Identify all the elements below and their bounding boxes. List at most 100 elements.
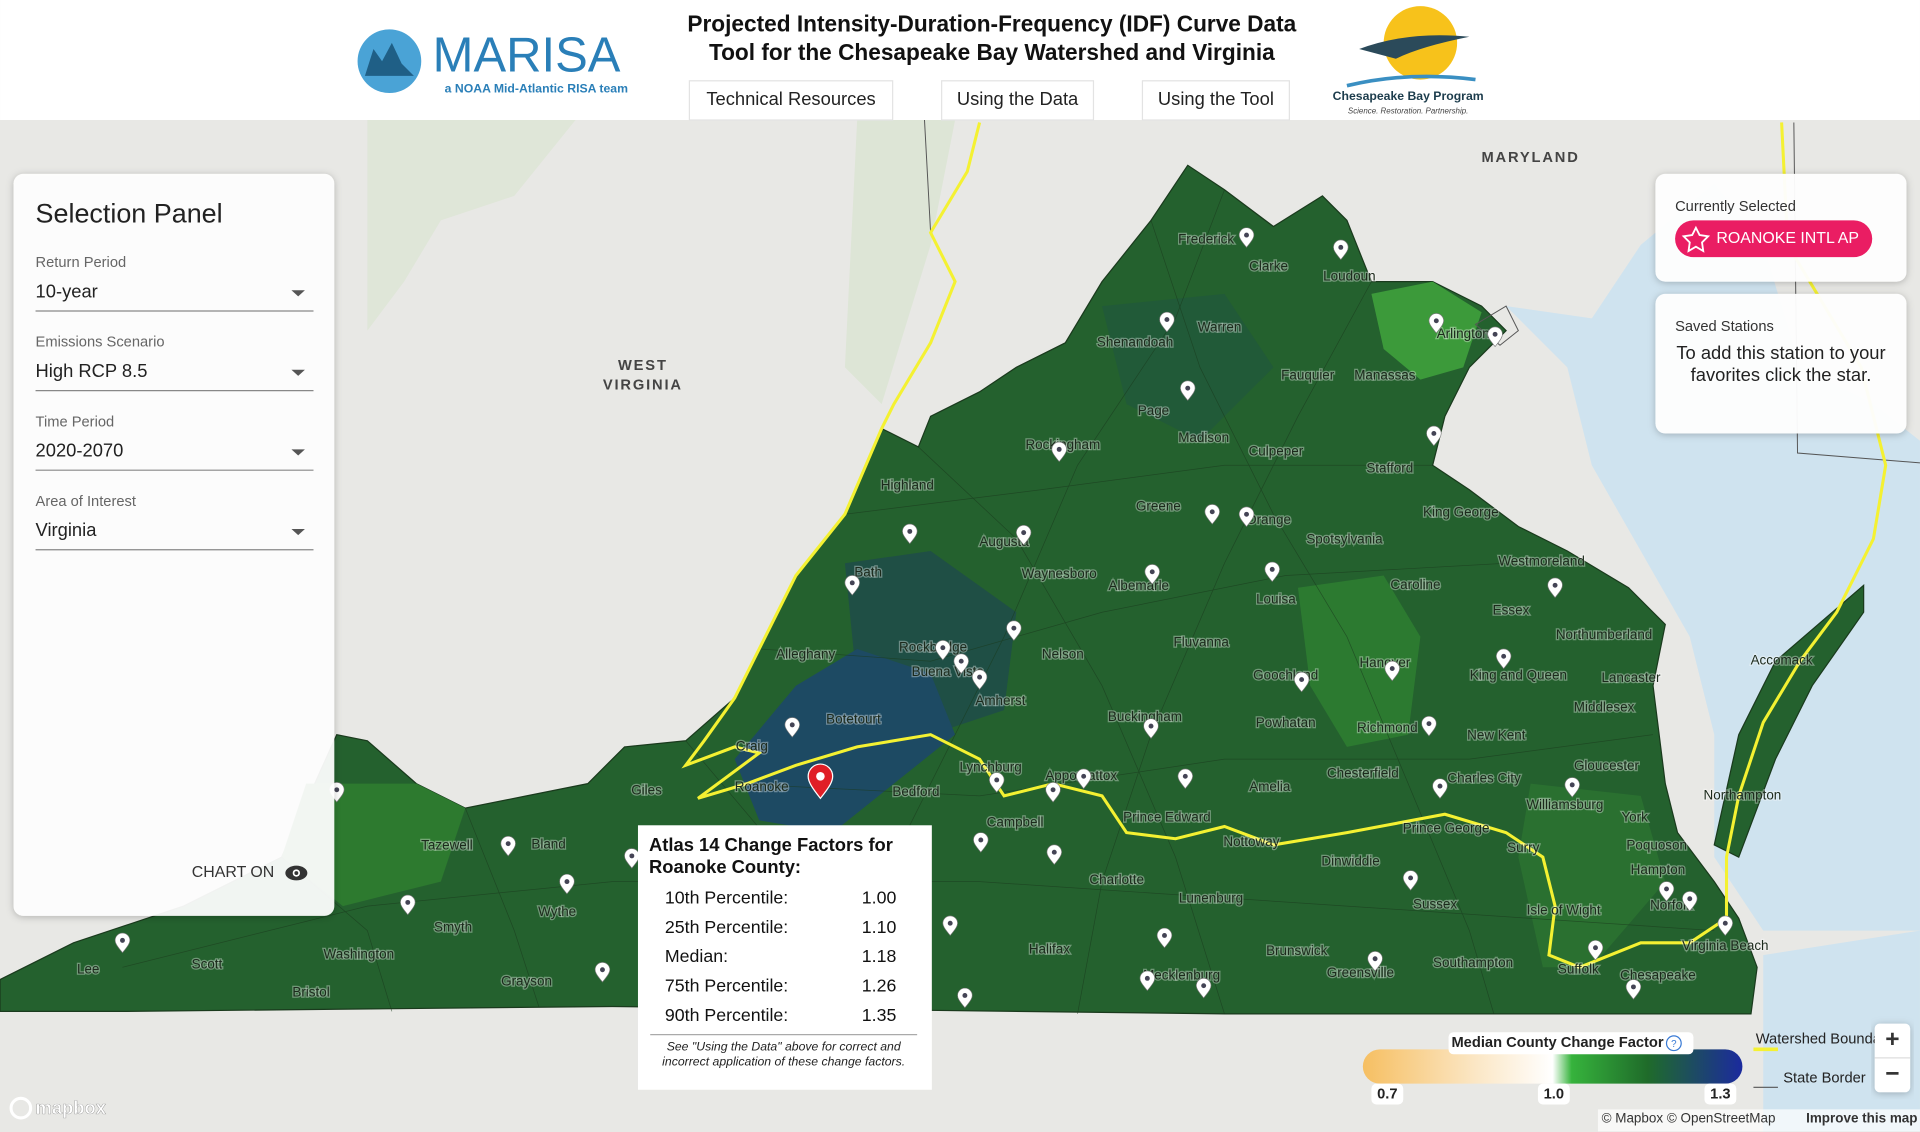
county-label: Madison bbox=[1178, 430, 1229, 445]
county-label: Loudoun bbox=[1323, 268, 1375, 283]
field-value[interactable]: Virginia bbox=[36, 519, 98, 540]
nav-link[interactable]: Using the Data bbox=[957, 88, 1079, 109]
station-pin[interactable] bbox=[1402, 870, 1419, 891]
zoom-out[interactable]: − bbox=[1885, 1061, 1899, 1088]
nav-link[interactable]: Technical Resources bbox=[706, 88, 875, 109]
station-pin[interactable] bbox=[1238, 506, 1255, 527]
nav-button[interactable] bbox=[688, 80, 894, 121]
panel-title: Selection Panel bbox=[36, 199, 223, 229]
county-label: Charles City bbox=[1447, 770, 1521, 785]
station-pin[interactable] bbox=[1143, 718, 1159, 739]
station-pin[interactable] bbox=[1384, 660, 1400, 682]
station-pin[interactable] bbox=[114, 932, 131, 954]
help-icon[interactable]: ? bbox=[1671, 1039, 1677, 1050]
station-pin[interactable] bbox=[844, 575, 860, 596]
station-pin[interactable] bbox=[1658, 881, 1675, 902]
station-pin[interactable] bbox=[1139, 970, 1155, 992]
station-pin[interactable] bbox=[935, 640, 951, 661]
station-pin[interactable] bbox=[500, 836, 516, 857]
station-pin[interactable] bbox=[1625, 979, 1642, 1000]
station-pin[interactable] bbox=[1180, 380, 1196, 401]
chart-toggle[interactable]: CHART ON bbox=[192, 864, 274, 881]
station-pin-dot bbox=[1687, 896, 1693, 902]
selected-station-pin[interactable] bbox=[807, 763, 834, 800]
station-pin[interactable] bbox=[1238, 227, 1255, 248]
station-pin[interactable] bbox=[1333, 239, 1349, 261]
county-label: Dinwiddie bbox=[1321, 854, 1379, 869]
legend-tick-label: 1.0 bbox=[1544, 1087, 1564, 1103]
station-pin[interactable] bbox=[989, 772, 1005, 793]
page-title: Projected Intensity-Duration-Frequency (… bbox=[687, 11, 1296, 37]
station-pin-dot bbox=[907, 528, 913, 534]
station-pin[interactable] bbox=[1367, 951, 1383, 972]
station-pin[interactable] bbox=[400, 894, 416, 916]
station-pin[interactable] bbox=[1016, 525, 1032, 546]
county-label: Charlotte bbox=[1089, 872, 1144, 887]
station-pin[interactable] bbox=[1051, 441, 1067, 463]
nav-button[interactable] bbox=[1141, 80, 1290, 121]
station-pin[interactable] bbox=[971, 669, 988, 690]
station-chip[interactable] bbox=[1675, 220, 1873, 258]
station-pin[interactable] bbox=[594, 962, 611, 983]
zoom-in[interactable]: + bbox=[1885, 1026, 1899, 1053]
nav-button[interactable] bbox=[941, 80, 1095, 121]
station-name[interactable]: ROANOKE INTL AP bbox=[1716, 230, 1859, 247]
county-label: Bland bbox=[531, 836, 565, 851]
station-pin[interactable] bbox=[1428, 313, 1444, 334]
field-value[interactable]: High RCP 8.5 bbox=[36, 360, 148, 381]
dropdown-arrow[interactable] bbox=[291, 290, 305, 297]
station-pin[interactable] bbox=[942, 915, 958, 936]
station-pin[interactable] bbox=[1564, 777, 1580, 798]
station-pin-dot bbox=[1552, 582, 1558, 588]
station-pin[interactable] bbox=[1156, 927, 1173, 949]
station-pin[interactable] bbox=[973, 832, 989, 853]
field-value[interactable]: 2020-2070 bbox=[36, 440, 124, 461]
station-pin[interactable] bbox=[1204, 504, 1220, 525]
station-pin[interactable] bbox=[953, 653, 969, 674]
station-pin[interactable] bbox=[1046, 844, 1062, 865]
improve-map-link[interactable]: Improve this map bbox=[1806, 1111, 1917, 1126]
popup-row-value: 1.18 bbox=[862, 946, 897, 966]
county-label: Arlington bbox=[1437, 326, 1490, 341]
station-pin[interactable] bbox=[1426, 425, 1442, 447]
station-pin[interactable] bbox=[1159, 312, 1175, 333]
field-label: Emissions Scenario bbox=[36, 335, 165, 351]
dropdown-arrow[interactable] bbox=[291, 449, 305, 456]
station-pin[interactable] bbox=[1177, 768, 1193, 790]
county-label: Lynchburg bbox=[959, 759, 1021, 774]
eye-icon[interactable] bbox=[285, 865, 308, 881]
mapbox-logo[interactable]: mapbox bbox=[35, 1097, 107, 1118]
dropdown-arrow[interactable] bbox=[291, 528, 305, 536]
station-pin-dot bbox=[1664, 886, 1669, 892]
station-pin-dot bbox=[1182, 773, 1188, 779]
nav-link[interactable]: Using the Tool bbox=[1158, 88, 1274, 109]
station-pin[interactable] bbox=[1076, 768, 1092, 790]
station-pin[interactable] bbox=[1293, 671, 1310, 693]
station-pin-dot bbox=[789, 722, 795, 728]
station-pin[interactable] bbox=[1045, 782, 1061, 803]
station-pin[interactable] bbox=[559, 874, 575, 895]
station-pin[interactable] bbox=[957, 987, 973, 1009]
station-pin[interactable] bbox=[1006, 620, 1022, 641]
field-value[interactable]: 10-year bbox=[36, 280, 98, 301]
station-pin[interactable] bbox=[1496, 648, 1512, 670]
station-pin[interactable] bbox=[784, 717, 800, 738]
station-pin[interactable] bbox=[1682, 891, 1698, 912]
county-label: Augusta bbox=[979, 534, 1029, 549]
station-pin[interactable] bbox=[1547, 577, 1563, 599]
station-pin[interactable] bbox=[1196, 978, 1212, 999]
station-pin[interactable] bbox=[1487, 326, 1503, 347]
dropdown-arrow[interactable] bbox=[291, 369, 305, 376]
station-pin[interactable] bbox=[1587, 940, 1604, 961]
station-pin[interactable] bbox=[1421, 716, 1437, 737]
eastern-shore[interactable] bbox=[1713, 583, 1865, 858]
station-pin[interactable] bbox=[1264, 561, 1280, 583]
attribution-text[interactable]: © Mapbox © OpenStreetMap bbox=[1602, 1111, 1776, 1126]
station-pin[interactable] bbox=[1432, 778, 1448, 799]
star-icon[interactable] bbox=[1681, 225, 1711, 253]
help-icon[interactable] bbox=[1665, 1035, 1682, 1052]
station-pin[interactable] bbox=[902, 523, 918, 545]
station-pin[interactable] bbox=[1144, 564, 1160, 585]
popup-row-value: 1.10 bbox=[862, 917, 897, 937]
station-pin[interactable] bbox=[1717, 915, 1733, 936]
